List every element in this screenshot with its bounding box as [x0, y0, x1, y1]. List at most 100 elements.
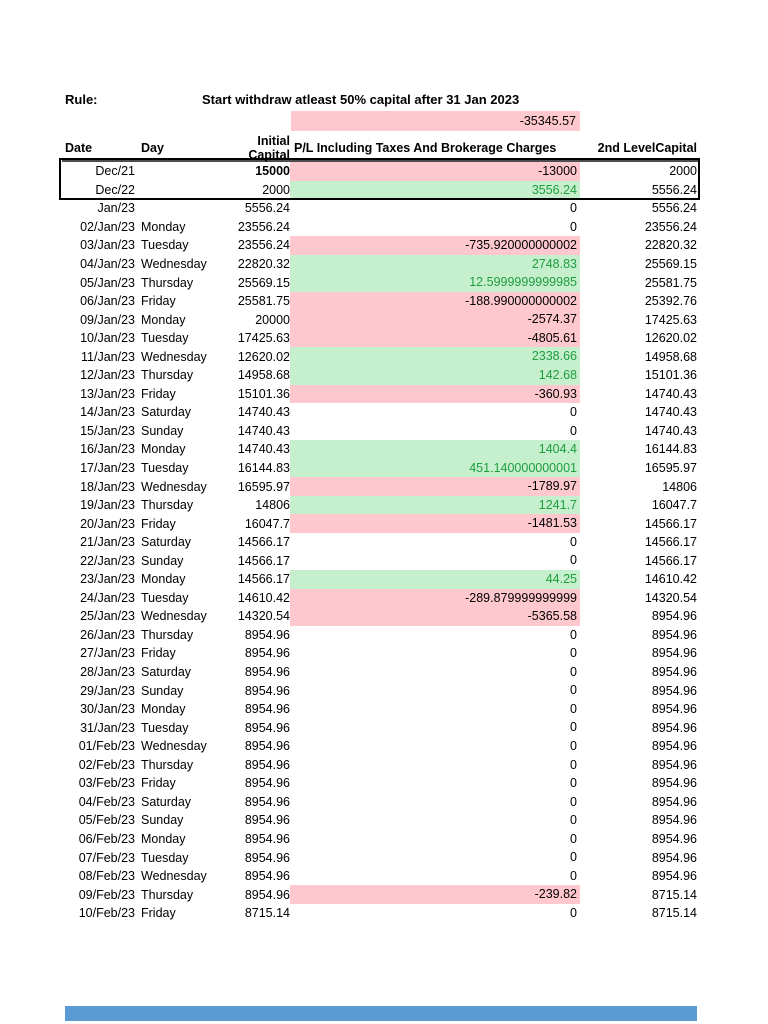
day-cell: Thursday [141, 498, 194, 513]
day-cell: Thursday [141, 887, 194, 902]
second-level-capital-cell: 23556.24 [644, 219, 697, 234]
date-cell: 09/Feb/23 [78, 887, 135, 902]
table-row: 16/Jan/23 Monday 14740.43 1404.4 16144.83 [62, 440, 699, 459]
table-row: 18/Jan/23 Wednesday 16595.97 -1789.97 14806 [62, 477, 699, 496]
initial-capital-cell: 8954.96 [244, 869, 290, 884]
table-row: 25/Jan/23 Wednesday 14320.54 -5365.58 8954.9… [62, 607, 699, 626]
table-row: 13/Jan/23 Friday 15101.36 -360.93 14740.43 [62, 384, 699, 404]
pl-cell: 0 [570, 831, 577, 846]
second-level-capital-cell: 25569.15 [644, 257, 697, 271]
pl-cell: 0 [570, 720, 577, 735]
date-cell: 30/Jan/23 [80, 702, 135, 717]
date-cell: 16/Jan/23 [80, 442, 135, 457]
date-cell: 18/Jan/23 [80, 479, 135, 494]
table-row: 28/Jan/23 Saturday 8954.96 0 8954.96 [62, 663, 699, 682]
day-cell: Monday [141, 831, 186, 846]
table-row: 23/Jan/23 Monday 14566.17 44.25 14610.42 [62, 570, 699, 589]
initial-capital-cell: 14610.42 [237, 590, 290, 605]
initial-capital-cell: 14566.17 [237, 535, 290, 550]
date-cell: 10/Feb/23 [78, 906, 135, 921]
pl-cell: 0 [570, 646, 577, 661]
initial-capital-cell: 2000 [262, 182, 290, 197]
pl-cell: 0 [570, 868, 577, 883]
date-cell: 08/Feb/23 [78, 869, 135, 884]
date-cell: 02/Jan/23 [80, 219, 135, 234]
second-level-capital-cell: 16144.83 [644, 442, 697, 457]
date-cell: 03/Jan/23 [80, 238, 135, 253]
pl-cell: 0 [570, 850, 577, 865]
day-cell: Tuesday [141, 331, 189, 346]
day-cell: Monday [141, 572, 186, 587]
initial-capital-cell: 8954.96 [244, 646, 290, 661]
pl-cell: -360.93 [290, 384, 580, 404]
pl-cell: 142.68 [290, 366, 580, 385]
date-cell: 04/Feb/23 [78, 794, 135, 809]
bottom-blue-bar [65, 1006, 697, 1021]
date-cell: 05/Feb/23 [78, 813, 135, 828]
day-cell: Thursday [141, 757, 194, 772]
second-level-capital-cell: 8954.96 [651, 831, 697, 846]
table-row: 04/Feb/23 Saturday 8954.96 0 8954.96 [62, 793, 699, 812]
date-cell: 06/Feb/23 [78, 831, 135, 846]
table-row: 12/Jan/23 Thursday 14958.68 142.68 15101.36 [62, 366, 699, 385]
day-cell: Monday [141, 312, 186, 327]
day-cell: Friday [141, 386, 176, 401]
table-row: 01/Feb/23 Wednesday 8954.96 0 8954.96 [62, 737, 699, 756]
table-row: 05/Feb/23 Sunday 8954.96 0 8954.96 [62, 811, 699, 830]
pl-cell: 0 [570, 794, 577, 809]
initial-capital-cell: 15101.36 [237, 386, 290, 401]
initial-capital-cell: 8954.96 [244, 665, 290, 680]
date-cell: 25/Jan/23 [80, 609, 135, 624]
day-cell: Saturday [141, 535, 192, 550]
initial-capital-cell: 8954.96 [244, 627, 290, 642]
pl-cell: -5365.58 [290, 607, 580, 626]
pl-cell: 0 [570, 776, 577, 791]
day-cell: Tuesday [141, 238, 189, 253]
date-cell: 28/Jan/23 [80, 665, 135, 680]
initial-capital-cell: 8954.96 [244, 887, 290, 902]
initial-capital-cell: 8954.96 [244, 831, 290, 846]
date-cell: Jan/23 [97, 201, 135, 216]
second-level-capital-cell: 22820.32 [644, 238, 697, 253]
date-cell: 14/Jan/23 [80, 405, 135, 420]
initial-capital-cell: 16047.7 [244, 516, 290, 531]
table-row: 31/Jan/23 Tuesday 8954.96 0 8954.96 [62, 718, 699, 737]
second-level-capital-cell: 8954.96 [651, 702, 697, 717]
initial-capital-cell: 5556.24 [244, 201, 290, 216]
table-row: 15/Jan/23 Sunday 14740.43 0 14740.43 [62, 422, 699, 441]
pl-cell: -239.82 [290, 885, 580, 904]
date-cell: 24/Jan/23 [80, 590, 135, 605]
day-cell: Tuesday [141, 461, 189, 476]
day-cell: Thursday [141, 275, 194, 290]
day-cell: Sunday [141, 423, 184, 438]
date-cell: 21/Jan/23 [80, 535, 135, 550]
day-cell: Wednesday [141, 349, 207, 364]
summary-loss-cell: -35345.57 [291, 111, 580, 131]
table-row: 08/Feb/23 Wednesday 8954.96 0 8954.96 [62, 867, 699, 886]
pl-cell: 12.5999999999985 [290, 273, 580, 292]
initial-capital-cell: 14740.43 [237, 405, 290, 420]
day-cell: Friday [141, 906, 176, 921]
second-level-capital-cell: 25392.76 [644, 294, 697, 309]
date-cell: 05/Jan/23 [80, 275, 135, 290]
second-level-capital-cell: 8715.14 [651, 887, 697, 902]
table-row: 10/Jan/23 Tuesday 17425.63 -4805.61 12620.02 [62, 328, 699, 348]
second-level-capital-cell: 8954.96 [651, 646, 697, 661]
initial-capital-cell: 8954.96 [244, 813, 290, 828]
initial-capital-cell: 8954.96 [244, 739, 290, 754]
pl-cell: 2748.83 [290, 254, 580, 274]
table-row: 21/Jan/23 Saturday 14566.17 0 14566.17 [62, 533, 699, 552]
second-level-capital-cell: 14740.43 [644, 386, 697, 401]
table-row: 03/Feb/23 Friday 8954.96 0 8954.96 [62, 774, 699, 793]
pl-cell: 451.140000000001 [290, 458, 580, 478]
initial-capital-cell: 8715.14 [244, 906, 290, 921]
initial-capital-cell: 8954.96 [244, 794, 290, 809]
second-level-capital-cell: 25581.75 [644, 275, 697, 290]
column-header-2nd-level-capital: 2nd LevelCapital [597, 141, 697, 155]
table-row: 05/Jan/23 Thursday 25569.15 12.599999999998… [62, 273, 699, 292]
pl-cell: 0 [570, 905, 577, 920]
pl-cell: 0 [570, 701, 577, 716]
table-row: 22/Jan/23 Sunday 14566.17 0 14566.17 [62, 551, 699, 570]
date-cell: 06/Jan/23 [80, 294, 135, 309]
date-cell: 22/Jan/23 [80, 553, 135, 568]
